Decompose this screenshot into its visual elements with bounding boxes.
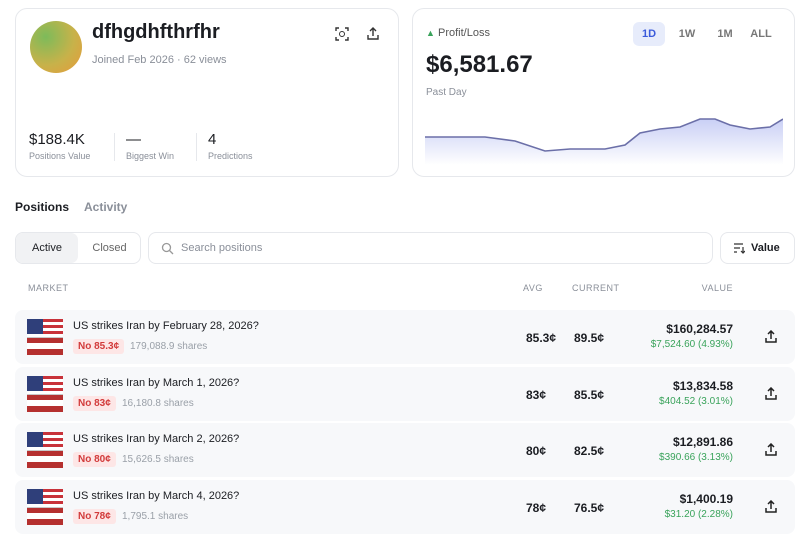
share-button[interactable] (764, 443, 778, 457)
tab[interactable]: Activity (84, 200, 128, 214)
market-icon (27, 319, 63, 355)
avg-price: 85.3¢ (526, 331, 557, 345)
shares: 16,180.8 shares (122, 397, 194, 409)
current-price: 76.5¢ (574, 500, 605, 515)
market-title: US strikes Iran by March 4, 2026? (73, 489, 240, 502)
sparkline (425, 118, 783, 165)
views: 62 views (183, 54, 227, 66)
sort-button[interactable]: Value (720, 232, 795, 264)
position-row[interactable]: US strikes Iran by March 1, 2026? No 83¢ 1… (15, 366, 795, 421)
position-side: No 83¢ (73, 395, 116, 411)
position-side: No 80¢ (73, 452, 116, 467)
market-title: US strikes Iran by March 1, 2026? (73, 376, 240, 389)
avatar (30, 21, 82, 73)
stat-label: Biggest Win (126, 151, 175, 161)
current-price: 85.5¢ (574, 387, 605, 402)
joined: Joined Feb 2026 · 62 views (92, 54, 227, 66)
position-value: $160,284.57 (666, 322, 733, 336)
stat-divider (196, 133, 197, 161)
stat-value: — (126, 131, 141, 148)
value-change: $404.52 (3.01%) (659, 395, 733, 407)
shares: 1,795.1 shares (122, 510, 189, 522)
current-price: 82.5¢ (574, 444, 605, 458)
page: dfhgdhfthrfhr Joined Feb 2026 · 62 views… (15, 8, 795, 525)
pnl-period: Past Day (426, 87, 467, 98)
current-price: 89.5¢ (574, 331, 605, 345)
range-tab[interactable]: 1W (678, 28, 696, 40)
username: dfhgdhfthrfhr (92, 21, 220, 43)
share-button[interactable] (764, 330, 778, 344)
scan-icon[interactable] (334, 26, 350, 42)
market-icon (27, 432, 63, 468)
stat-value: 4 (208, 131, 217, 148)
profile-card: dfhgdhfthrfhr Joined Feb 2026 · 62 views… (15, 8, 399, 177)
pnl-label: ▲ Profit/Loss (426, 27, 490, 39)
filter-tab[interactable]: Active (16, 233, 78, 263)
search-icon (161, 242, 174, 255)
stat-label: Predictions (208, 151, 253, 161)
search-placeholder: Search positions (181, 242, 263, 254)
column-header: CURRENT (572, 283, 620, 293)
value-change: $390.66 (3.13%) (659, 452, 733, 463)
stat-label: Positions Value (29, 151, 91, 161)
stat-divider (114, 133, 115, 161)
shares: 15,626.5 shares (122, 454, 194, 465)
position-row[interactable]: US strikes Iran by February 28, 2026? No … (15, 310, 795, 364)
filter-tab[interactable]: Closed (92, 242, 127, 254)
share-icon[interactable] (365, 26, 381, 42)
position-side: No 85.3¢ (73, 339, 125, 354)
range-tab[interactable]: ALL (750, 28, 772, 40)
range-tab[interactable]: 1M (717, 28, 733, 40)
position-value: $13,834.58 (672, 378, 733, 393)
stat-value: $188.4K (29, 131, 85, 148)
column-header[interactable]: VALUE (701, 283, 733, 293)
position-row[interactable]: US strikes Iran by March 4, 2026? No 78¢ 1… (15, 479, 795, 534)
search-box[interactable]: Search positions (148, 232, 713, 264)
sort-label: Value (751, 242, 780, 254)
value-change: $7,524.60 (4.93%) (650, 339, 733, 350)
position-value: $1,400.19 (679, 491, 733, 506)
position-value: $12,891.86 (672, 435, 733, 449)
column-header[interactable]: MARKET (28, 283, 69, 293)
range-tab[interactable]: 1D (633, 22, 665, 46)
tab[interactable]: Positions (15, 200, 70, 214)
pnl-amount: $6,581.67 (426, 51, 533, 78)
market-icon (27, 375, 63, 412)
pnl-label-text: Profit/Loss (437, 27, 490, 39)
market-title: US strikes Iran by March 2, 2026? (73, 433, 240, 445)
share-button[interactable] (764, 386, 778, 401)
sort-icon (734, 243, 745, 254)
shares: 179,088.9 shares (130, 341, 208, 352)
market-icon (27, 488, 63, 525)
avg-price: 80¢ (526, 444, 547, 458)
market-title: US strikes Iran by February 28, 2026? (73, 320, 259, 332)
position-side: No 78¢ (73, 508, 116, 524)
value-change: $31.20 (2.28%) (664, 508, 733, 520)
avg-price: 83¢ (526, 387, 547, 402)
position-row[interactable]: US strikes Iran by March 2, 2026? No 80¢ 1… (15, 423, 795, 477)
pnl-card: ▲ Profit/Loss $6,581.67 Past Day 1D 1W 1M A… (412, 8, 795, 177)
avg-price: 78¢ (526, 500, 547, 515)
filter-group (15, 232, 141, 264)
column-header[interactable]: AVG (523, 283, 543, 293)
joined-date: Joined Feb 2026 (92, 54, 174, 66)
